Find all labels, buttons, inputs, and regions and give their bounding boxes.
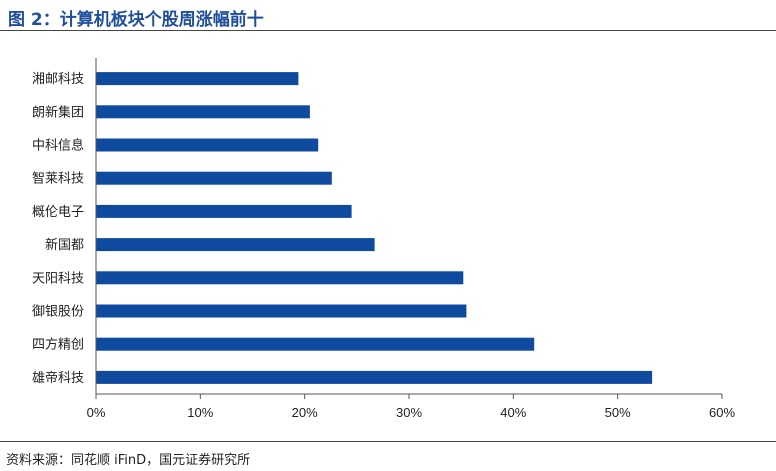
x-tick-label-3: 30% (396, 405, 422, 420)
bar-3 (96, 171, 332, 185)
category-label-2: 中科信息 (32, 138, 84, 154)
category-label-5: 新国都 (45, 237, 84, 253)
category-label-7: 御银股份 (32, 305, 84, 320)
x-tick-label-6: 60% (709, 405, 735, 420)
source-note: 资料来源：同花顺 iFinD，国元证券研究所 (6, 453, 251, 468)
bar-9 (96, 370, 653, 384)
figure-title: 图 2：计算机板块个股周涨幅前十 (8, 10, 264, 30)
bar-4 (96, 204, 352, 218)
bar-6 (96, 271, 464, 285)
bar-2 (96, 138, 319, 152)
bar-1 (96, 105, 310, 119)
category-label-6: 天阳科技 (32, 271, 84, 286)
title-rule (0, 30, 776, 31)
x-tick-label-1: 10% (187, 405, 213, 420)
source-rule (0, 441, 776, 442)
category-label-4: 概伦电子 (32, 205, 84, 220)
x-tick-label-2: 20% (292, 405, 318, 420)
x-tick-label-4: 40% (500, 405, 526, 420)
category-label-3: 智莱科技 (32, 172, 84, 187)
category-label-0: 湘邮科技 (32, 72, 84, 87)
bar-0 (96, 72, 299, 86)
category-label-9: 雄帝科技 (32, 370, 84, 386)
x-tick-label-0: 0% (87, 405, 106, 420)
bar-7 (96, 304, 467, 318)
bar-8 (96, 337, 535, 351)
bar-5 (96, 238, 375, 252)
x-tick-label-5: 50% (605, 405, 631, 420)
category-label-1: 朗新集团 (32, 104, 84, 120)
category-label-8: 四方精创 (32, 337, 84, 353)
